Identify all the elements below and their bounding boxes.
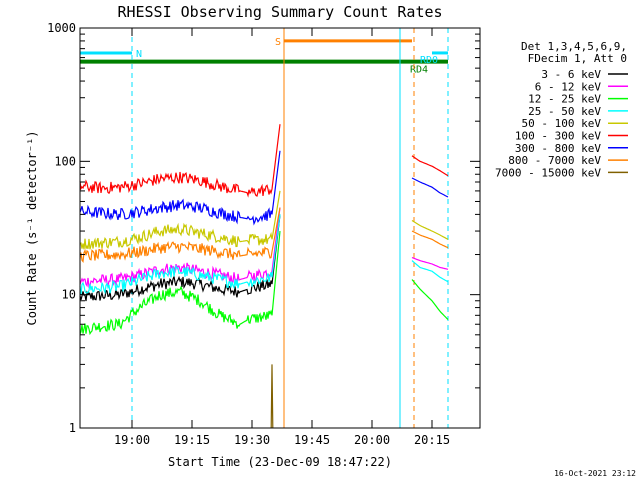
series-0-segment-0 <box>79 214 281 302</box>
y-axis-label: Count Rate (s⁻¹ detector⁻¹) <box>25 130 39 325</box>
x-tick-label-4: 20:00 <box>354 433 390 447</box>
series-0 <box>79 214 281 302</box>
y-tick-label-1: 10 <box>62 288 76 302</box>
legend-label-3: 25 - 50 keV <box>528 105 601 118</box>
flag-label-n: N <box>136 49 142 60</box>
x-tick-label-3: 19:45 <box>294 433 330 447</box>
y-tick-label-3: 1000 <box>47 21 76 35</box>
x-tick-label-2: 19:30 <box>234 433 270 447</box>
series-8-segment-0 <box>270 364 274 429</box>
legend-label-0: 3 - 6 keV <box>541 68 601 81</box>
series-3 <box>79 214 449 295</box>
legend: Det 1,3,4,5,6,9,FDecim 1, Att 0 3 - 6 keV… <box>495 40 628 179</box>
series-4 <box>79 190 449 250</box>
chart-title: RHESSI Observing Summary Count Rates <box>117 3 442 21</box>
series-4-segment-1 <box>411 219 449 240</box>
flag-label-s: S <box>275 37 281 48</box>
footer-date: 16-Oct-2021 23:12 <box>554 469 636 478</box>
series-7-segment-0 <box>79 207 281 263</box>
legend-header-0: Det 1,3,4,5,6,9, <box>521 40 627 53</box>
legend-label-5: 100 - 300 keV <box>515 130 601 143</box>
series-7 <box>79 207 449 263</box>
legend-label-8: 7000 - 15000 keV <box>495 166 601 179</box>
series-4-segment-0 <box>79 190 281 250</box>
flag-label-rd4: RD4 <box>410 65 428 76</box>
series-6 <box>79 150 449 226</box>
series-2-segment-1 <box>411 279 449 321</box>
legend-label-2: 12 - 25 keV <box>528 93 601 106</box>
series-6-segment-1 <box>411 177 449 198</box>
series-layer <box>79 124 449 429</box>
y-tick-label-0: 1 <box>69 421 76 435</box>
x-tick-label-5: 20:15 <box>414 433 450 447</box>
axes <box>79 27 481 429</box>
series-5-segment-0 <box>79 124 281 198</box>
series-1-segment-1 <box>411 256 449 270</box>
legend-label-1: 6 - 12 keV <box>535 80 602 93</box>
series-7-segment-1 <box>411 230 449 249</box>
x-tick-label-0: 19:00 <box>114 433 150 447</box>
series-1 <box>79 207 449 289</box>
x-tick-label-1: 19:15 <box>174 433 210 447</box>
flag-label-rd0: RD0 <box>420 55 438 66</box>
series-6-segment-0 <box>79 150 281 226</box>
series-5-segment-1 <box>411 155 449 177</box>
series-8 <box>270 364 274 429</box>
legend-label-7: 800 - 7000 keV <box>508 154 601 167</box>
series-1-segment-0 <box>79 207 281 289</box>
legend-label-4: 50 - 100 keV <box>522 117 602 130</box>
series-2-segment-0 <box>79 231 281 336</box>
legend-label-6: 300 - 800 keV <box>515 142 601 155</box>
legend-header-1: FDecim 1, Att 0 <box>528 52 627 65</box>
y-tick-label-2: 100 <box>54 154 76 168</box>
series-5 <box>79 124 449 198</box>
series-3-segment-1 <box>411 260 449 283</box>
plot-frame <box>79 27 481 429</box>
x-axis-label: Start Time (23-Dec-09 18:47:22) <box>168 455 392 469</box>
series-2 <box>79 231 449 336</box>
series-3-segment-0 <box>79 214 281 295</box>
ticks: 19:00 19:15 19:30 19:45 20:00 20:15 1 10 100 1000 <box>47 21 480 447</box>
